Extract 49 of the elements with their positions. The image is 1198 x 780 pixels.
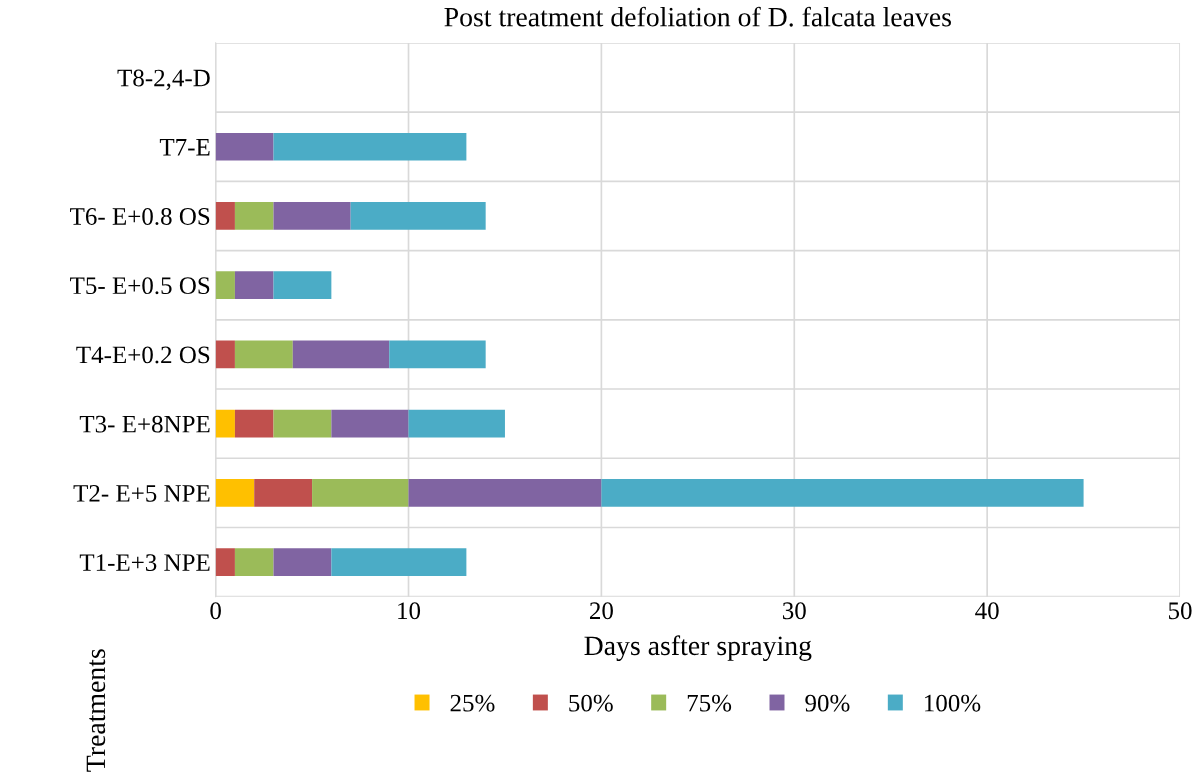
bar xyxy=(331,409,409,438)
bar xyxy=(234,409,274,438)
legend-label: 50% xyxy=(569,694,613,712)
bar xyxy=(215,271,235,300)
bar xyxy=(215,409,235,438)
y-tick-label: T2- E+5 NPE xyxy=(73,484,210,502)
y-tick-label: T8-2,4-D xyxy=(117,69,210,91)
bar xyxy=(273,548,332,576)
bar xyxy=(350,202,486,230)
x-tick-label: 0 xyxy=(210,602,221,620)
y-tick-label: T7-E xyxy=(159,139,210,156)
bar xyxy=(408,479,602,507)
bar xyxy=(601,479,1084,507)
bar xyxy=(215,202,235,230)
bar xyxy=(408,409,505,438)
bar xyxy=(292,340,390,369)
legend-label: 100% xyxy=(925,694,981,712)
bar xyxy=(215,548,235,576)
y-tick-label: T1-E+3 NPE xyxy=(79,554,210,572)
bar xyxy=(254,479,313,507)
chart-title: Post treatment defoliation of D. falcata leaves xyxy=(444,6,951,27)
y-tick-label: T6- E+0.8 OS xyxy=(70,208,210,225)
legend-label: 25% xyxy=(450,694,495,712)
bar xyxy=(215,340,235,369)
x-tick-label: 40 xyxy=(975,602,999,620)
x-tick-label: 30 xyxy=(782,602,806,620)
bar xyxy=(331,548,467,576)
y-axis-title: Treatments xyxy=(86,649,106,772)
x-tick-label: 50 xyxy=(1168,602,1192,620)
x-tick-label: 10 xyxy=(398,602,421,620)
bar xyxy=(273,202,351,230)
bar xyxy=(234,340,293,369)
bar xyxy=(234,548,274,576)
bar xyxy=(215,479,255,507)
bar xyxy=(234,202,274,230)
bar xyxy=(389,340,486,369)
x-axis-title: Days asfter spraying xyxy=(584,635,812,661)
x-tick-label: 20 xyxy=(589,602,613,620)
bar xyxy=(234,271,274,300)
y-tick-label: T4-E+0.2 OS xyxy=(76,346,210,364)
legend-label: 90% xyxy=(805,694,850,712)
legend-label: 75% xyxy=(687,694,732,712)
y-tick-label: T5- E+0.5 OS xyxy=(70,277,210,295)
bar xyxy=(215,132,274,161)
y-tick-label: T3- E+8NPE xyxy=(79,415,210,433)
bar xyxy=(273,271,332,300)
bar xyxy=(312,479,409,507)
bar xyxy=(273,132,467,161)
bar xyxy=(273,409,332,438)
